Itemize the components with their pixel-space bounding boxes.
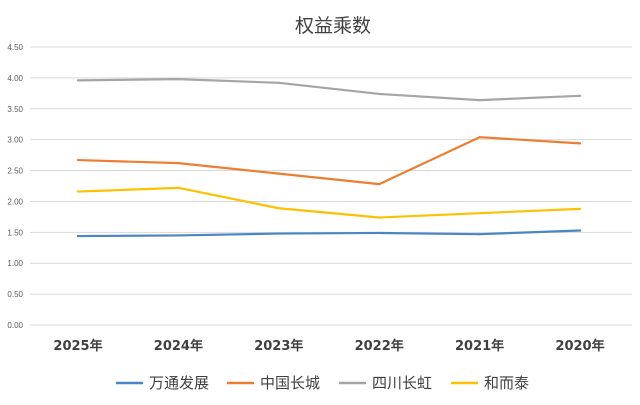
series-line-4 xyxy=(76,186,582,219)
series-line-2 xyxy=(76,136,582,186)
x-tick-label: 2024年 xyxy=(154,338,203,354)
data-point xyxy=(177,162,180,165)
data-point xyxy=(277,81,280,84)
legend-label: 中国长城 xyxy=(260,374,320,392)
data-point xyxy=(478,136,481,139)
legend-label: 和而泰 xyxy=(484,374,529,392)
data-point xyxy=(76,190,80,193)
x-tick-label: 2025年 xyxy=(53,338,102,354)
chart-title: 权益乘数 xyxy=(295,15,371,37)
y-tick-label: 0.00 xyxy=(7,321,23,330)
series-lines xyxy=(76,78,582,238)
y-tick-label: 1.50 xyxy=(7,228,23,237)
data-point xyxy=(578,142,582,145)
data-point xyxy=(378,231,381,235)
data-point xyxy=(478,233,481,236)
data-point xyxy=(76,234,80,238)
y-tick-label: 3.50 xyxy=(7,105,23,114)
y-tick-label: 2.50 xyxy=(7,167,23,176)
gridlines xyxy=(30,46,632,326)
y-axis-ticks: 0.00 0.50 1.00 1.50 2.00 2.50 3.00 3.50 4.00 4.50 xyxy=(7,43,23,330)
y-tick-label: 2.00 xyxy=(7,197,23,206)
data-point xyxy=(478,212,481,215)
data-point xyxy=(578,207,582,210)
x-tick-label: 2020年 xyxy=(555,338,604,354)
y-tick-label: 4.00 xyxy=(7,74,23,83)
y-tick-label: 3.00 xyxy=(7,136,23,145)
data-point xyxy=(378,183,381,186)
y-tick-label: 0.50 xyxy=(7,290,23,299)
x-axis-ticks: 2025年 2024年 2023年 2022年 2021年 2020年 xyxy=(53,338,604,354)
data-point xyxy=(177,78,180,81)
data-point xyxy=(76,79,80,82)
data-point xyxy=(76,158,80,162)
data-point xyxy=(378,92,381,96)
y-tick-label: 1.00 xyxy=(7,259,23,268)
data-point xyxy=(578,229,582,232)
legend-label: 四川长虹 xyxy=(372,374,432,392)
y-tick-label: 4.50 xyxy=(7,43,23,52)
x-tick-label: 2023年 xyxy=(254,338,303,354)
series-line-1 xyxy=(76,229,582,238)
data-point xyxy=(378,216,381,219)
series-line-3 xyxy=(76,78,582,102)
data-point xyxy=(277,207,280,210)
data-point xyxy=(578,94,582,97)
x-tick-label: 2021年 xyxy=(455,338,504,354)
legend-label: 万通发展 xyxy=(149,374,209,392)
data-point xyxy=(177,234,180,237)
data-point xyxy=(177,186,180,189)
legend: 万通发展 中国长城 四川长虹 和而泰 xyxy=(116,374,529,392)
data-point xyxy=(478,99,481,102)
x-tick-label: 2022年 xyxy=(355,338,404,354)
data-point xyxy=(277,172,280,175)
data-point xyxy=(277,232,280,235)
